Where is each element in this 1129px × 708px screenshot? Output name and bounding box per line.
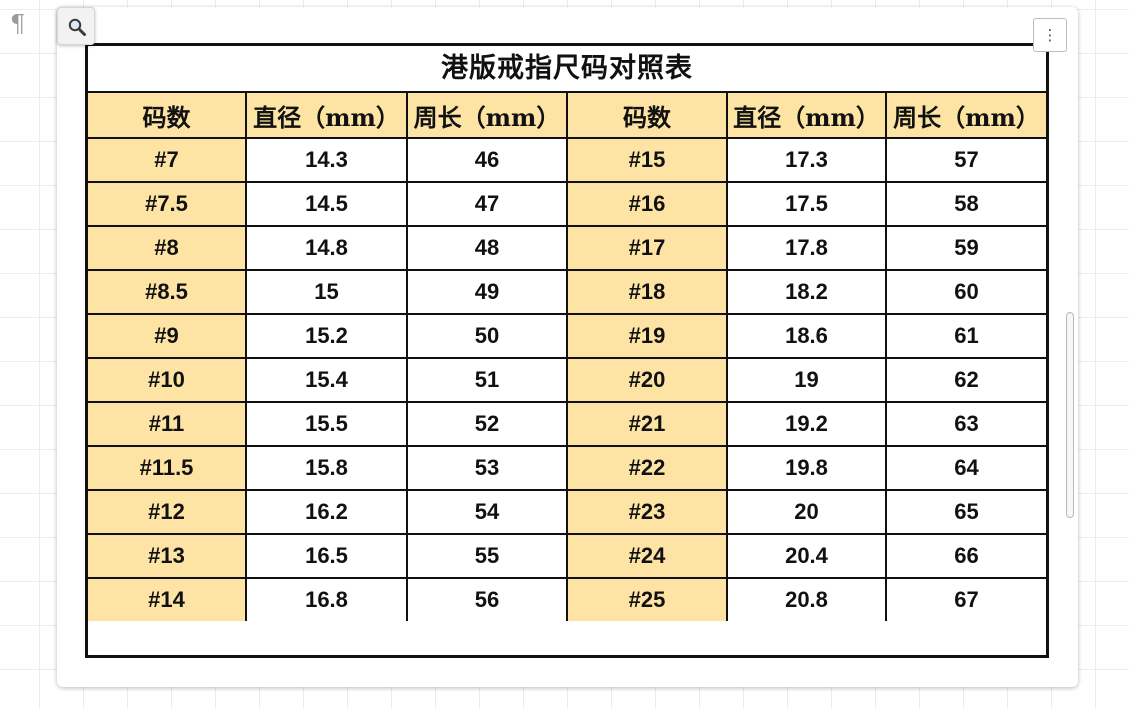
table-header-row: 码数 直径（mm） 周长（mm） 码数 直径（mm） 周长（mm） [88, 93, 1046, 139]
size-cell: #11.5 [88, 445, 247, 491]
value-cell: 61 [885, 313, 1046, 359]
size-cell: #15 [566, 137, 728, 183]
table-row: #12 16.2 54 #23 20 65 [88, 489, 1046, 535]
value-cell: 17.3 [726, 137, 887, 183]
size-cell: #12 [88, 489, 247, 535]
size-cell: #16 [566, 181, 728, 227]
size-cell: #19 [566, 313, 728, 359]
value-cell: 20 [726, 489, 887, 535]
value-cell: 56 [406, 577, 568, 621]
value-cell: 17.8 [726, 225, 887, 271]
table-row: #7.5 14.5 47 #16 17.5 58 [88, 181, 1046, 227]
value-cell: 15.8 [245, 445, 408, 491]
value-cell: 51 [406, 357, 568, 403]
vertical-ellipsis-icon: ⋮ [1042, 26, 1058, 44]
value-cell: 65 [885, 489, 1046, 535]
column-header: 码数 [88, 93, 247, 139]
table-row: #13 16.5 55 #24 20.4 66 [88, 533, 1046, 579]
value-cell: 19.2 [726, 401, 887, 447]
value-cell: 16.8 [245, 577, 408, 621]
size-cell: #10 [88, 357, 247, 403]
value-cell: 15.4 [245, 357, 408, 403]
paragraph-mark-icon[interactable]: ¶ [10, 10, 26, 38]
table-row: #14 16.8 56 #25 20.8 67 [88, 577, 1046, 621]
ring-size-table-image: 港版戒指尺码对照表 码数 直径（mm） 周长（mm） 码数 直径（mm） 周长（mm） #… [85, 43, 1049, 658]
value-cell: 47 [406, 181, 568, 227]
size-cell: #14 [88, 577, 247, 621]
table-title: 港版戒指尺码对照表 [88, 46, 1046, 93]
value-cell: 53 [406, 445, 568, 491]
column-header: 周长（mm） [885, 93, 1046, 139]
size-cell: #8.5 [88, 269, 247, 315]
table-row: #11 15.5 52 #21 19.2 63 [88, 401, 1046, 447]
size-cell: #20 [566, 357, 728, 403]
value-cell: 62 [885, 357, 1046, 403]
column-header: 直径（mm） [245, 93, 408, 139]
magnifier-icon [68, 18, 86, 36]
value-cell: 46 [406, 137, 568, 183]
size-cell: #17 [566, 225, 728, 271]
size-cell: #8 [88, 225, 247, 271]
size-cell: #22 [566, 445, 728, 491]
value-cell: 14.5 [245, 181, 408, 227]
value-cell: 66 [885, 533, 1046, 579]
table-row: #7 14.3 46 #15 17.3 57 [88, 137, 1046, 183]
size-cell: #13 [88, 533, 247, 579]
value-cell: 50 [406, 313, 568, 359]
value-cell: 15.5 [245, 401, 408, 447]
size-cell: #21 [566, 401, 728, 447]
size-cell: #23 [566, 489, 728, 535]
value-cell: 14.3 [245, 137, 408, 183]
value-cell: 57 [885, 137, 1046, 183]
value-cell: 17.5 [726, 181, 887, 227]
value-cell: 20.4 [726, 533, 887, 579]
value-cell: 63 [885, 401, 1046, 447]
value-cell: 14.8 [245, 225, 408, 271]
table-row: #8 14.8 48 #17 17.8 59 [88, 225, 1046, 271]
table-row: #10 15.4 51 #20 19 62 [88, 357, 1046, 403]
value-cell: 48 [406, 225, 568, 271]
table-row: #11.5 15.8 53 #22 19.8 64 [88, 445, 1046, 491]
value-cell: 16.2 [245, 489, 408, 535]
value-cell: 49 [406, 269, 568, 315]
value-cell: 67 [885, 577, 1046, 621]
table-row: #8.5 15 49 #18 18.2 60 [88, 269, 1046, 315]
value-cell: 64 [885, 445, 1046, 491]
size-cell: #24 [566, 533, 728, 579]
table-row: #9 15.2 50 #19 18.6 61 [88, 313, 1046, 359]
value-cell: 55 [406, 533, 568, 579]
value-cell: 20.8 [726, 577, 887, 621]
value-cell: 19.8 [726, 445, 887, 491]
value-cell: 60 [885, 269, 1046, 315]
more-options-button[interactable]: ⋮ [1033, 18, 1067, 52]
column-header: 直径（mm） [726, 93, 887, 139]
column-header: 码数 [566, 93, 728, 139]
zoom-button[interactable] [57, 7, 95, 45]
size-cell: #11 [88, 401, 247, 447]
column-header: 周长（mm） [406, 93, 568, 139]
ring-size-table: 码数 直径（mm） 周长（mm） 码数 直径（mm） 周长（mm） #7 14.3 46 #15… [88, 93, 1046, 621]
vertical-scrollbar[interactable] [1066, 312, 1074, 518]
value-cell: 15.2 [245, 313, 408, 359]
size-cell: #9 [88, 313, 247, 359]
value-cell: 52 [406, 401, 568, 447]
value-cell: 58 [885, 181, 1046, 227]
value-cell: 18.2 [726, 269, 887, 315]
value-cell: 59 [885, 225, 1046, 271]
size-cell: #7 [88, 137, 247, 183]
value-cell: 19 [726, 357, 887, 403]
value-cell: 54 [406, 489, 568, 535]
size-cell: #7.5 [88, 181, 247, 227]
value-cell: 16.5 [245, 533, 408, 579]
value-cell: 15 [245, 269, 408, 315]
size-cell: #25 [566, 577, 728, 621]
value-cell: 18.6 [726, 313, 887, 359]
size-cell: #18 [566, 269, 728, 315]
